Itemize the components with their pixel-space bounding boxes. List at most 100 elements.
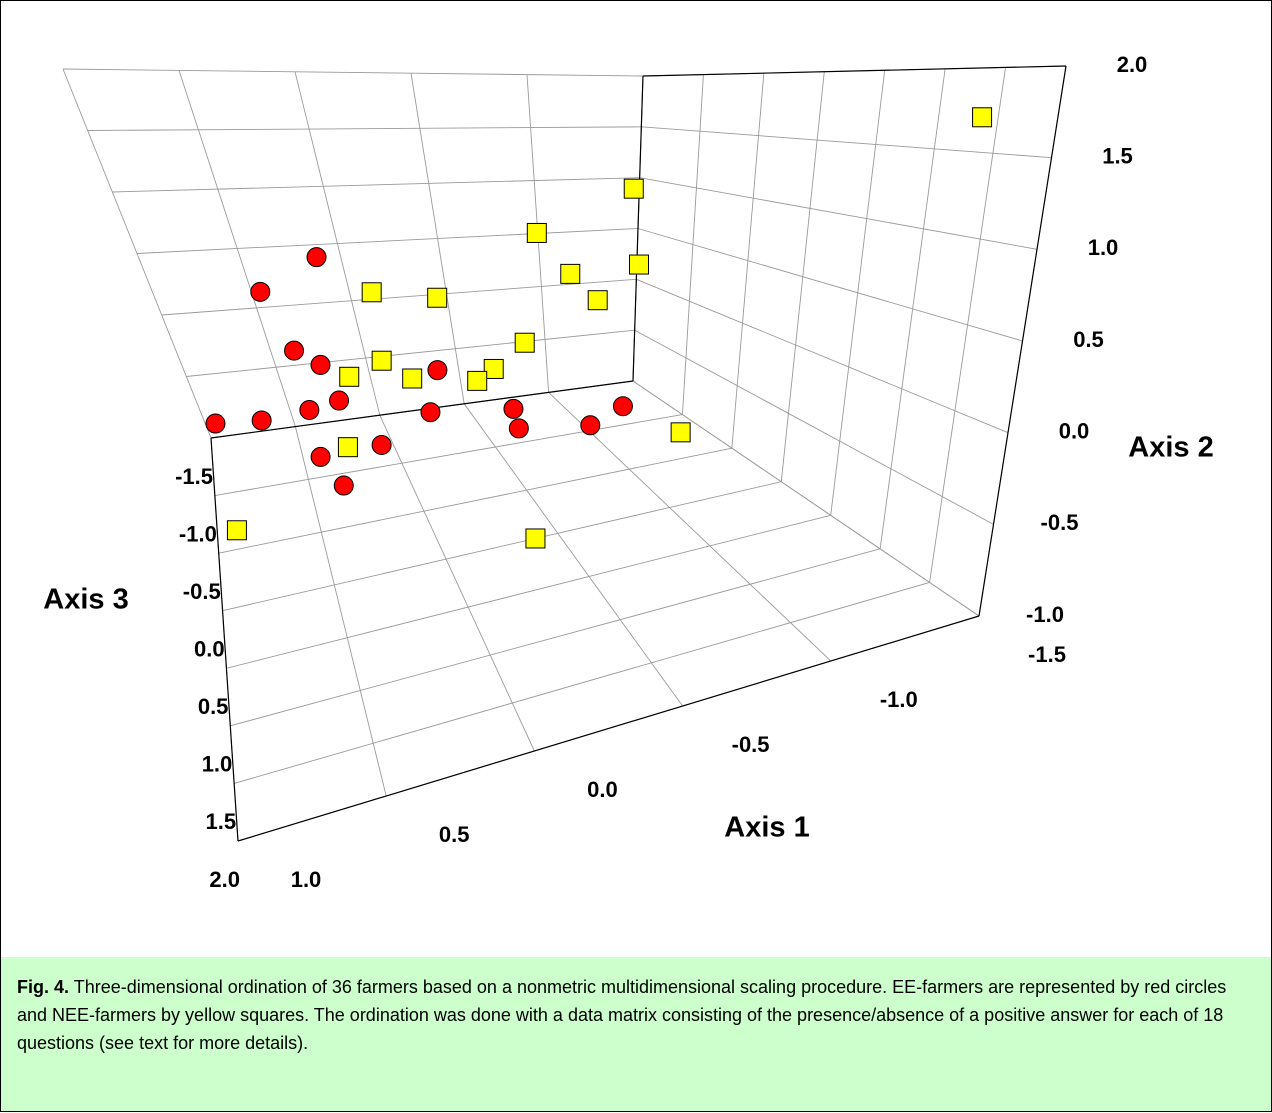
grid-line xyxy=(929,67,1007,583)
caption: Fig. 4. Three-dimensional ordination of … xyxy=(0,957,1272,1112)
labels: Axis 1 Axis 2 Axis 3 -1.5 -1.0 -0.5 0.0 0.5 1… xyxy=(43,52,1213,892)
point xyxy=(467,370,488,391)
point xyxy=(333,475,354,496)
grid-line xyxy=(637,228,1023,342)
grid-line xyxy=(136,228,639,254)
grid-line xyxy=(230,548,881,727)
point xyxy=(427,360,448,381)
frame-edge xyxy=(632,75,644,382)
point xyxy=(670,422,691,443)
frame-edge xyxy=(210,437,239,842)
grid-line xyxy=(780,71,825,482)
grid-line xyxy=(222,481,782,612)
point xyxy=(310,446,331,467)
point xyxy=(580,415,601,436)
grid-line xyxy=(634,329,994,525)
grid-line xyxy=(87,126,642,131)
y-axis-title: Axis 2 xyxy=(1128,432,1213,464)
point xyxy=(526,222,547,243)
x-tick-label: -1.0 xyxy=(880,687,918,712)
y-tick-label: 1.5 xyxy=(1102,143,1133,168)
point xyxy=(623,178,644,199)
grid-line xyxy=(731,73,765,449)
y-tick-label: 2.0 xyxy=(1117,52,1148,77)
grid-line xyxy=(226,514,831,669)
z-tick-label: 0.5 xyxy=(198,694,229,719)
z-tick-label: 1.5 xyxy=(206,809,237,834)
grid-line xyxy=(379,415,535,752)
point xyxy=(299,399,320,420)
point xyxy=(972,107,993,128)
frame-edge xyxy=(237,615,980,842)
z-axis-title: Axis 3 xyxy=(43,584,128,616)
grid-line xyxy=(294,426,387,797)
point xyxy=(361,282,382,303)
grid-line xyxy=(641,126,1052,159)
x-tick-label: 0.0 xyxy=(587,777,618,802)
point xyxy=(371,434,392,455)
chart-frame: Axis 1 Axis 2 Axis 3 -1.5 -1.0 -0.5 0.0 0.5 1… xyxy=(0,0,1272,958)
grid-line xyxy=(218,447,732,554)
z-tick-label: -0.5 xyxy=(183,579,221,604)
grid xyxy=(62,65,1067,842)
point xyxy=(284,340,305,361)
z-tick-label: 0.0 xyxy=(194,637,225,662)
point xyxy=(251,410,272,431)
grid-line xyxy=(62,68,644,77)
z-tick-label: 2.0 xyxy=(209,867,240,892)
z-tick-label: -1.5 xyxy=(175,464,213,489)
point xyxy=(514,332,535,353)
point xyxy=(587,290,608,311)
point xyxy=(205,413,226,434)
point xyxy=(427,287,448,308)
point xyxy=(525,528,546,549)
grid-line xyxy=(830,70,886,516)
point xyxy=(250,281,271,302)
point xyxy=(420,402,441,423)
z-tick-label: 1.0 xyxy=(202,752,233,777)
point xyxy=(402,368,423,389)
marks xyxy=(205,107,993,549)
point xyxy=(508,418,529,439)
grid-line xyxy=(234,581,930,784)
point xyxy=(329,390,350,411)
x-tick-label: 1.0 xyxy=(291,867,322,892)
x-tick-label: -1.5 xyxy=(1028,642,1066,667)
x-tick-label: 0.5 xyxy=(439,822,470,847)
grid-line xyxy=(632,380,980,617)
grid-line xyxy=(681,74,704,415)
y-tick-label: 1.0 xyxy=(1088,235,1119,260)
point xyxy=(337,437,358,458)
grid-line xyxy=(639,177,1038,250)
point xyxy=(628,254,649,275)
grid-line xyxy=(879,68,946,549)
caption-label: Fig. 4. xyxy=(17,977,70,997)
point xyxy=(612,396,633,417)
grid-line xyxy=(186,329,635,377)
grid-line xyxy=(161,278,637,316)
z-tick-label: -1.0 xyxy=(179,521,217,546)
frame xyxy=(210,65,1067,842)
point xyxy=(560,263,581,284)
point xyxy=(310,354,331,375)
point xyxy=(306,247,327,268)
y-tick-label: -1.0 xyxy=(1026,602,1064,627)
grid-line xyxy=(548,392,832,662)
caption-text: Three-dimensional ordination of 36 farme… xyxy=(17,977,1227,1053)
y-tick-label: 0.5 xyxy=(1073,327,1104,352)
x-axis-title: Axis 1 xyxy=(724,812,809,844)
y-tick-label: 0.0 xyxy=(1059,418,1090,443)
grid-line xyxy=(636,278,1009,434)
point xyxy=(371,350,392,371)
frame-edge xyxy=(642,65,1067,77)
grid-line xyxy=(214,414,683,497)
point xyxy=(503,398,524,419)
grid-line xyxy=(463,403,683,707)
y-tick-label: -0.5 xyxy=(1041,510,1079,535)
grid-line xyxy=(112,177,640,193)
frame-edge xyxy=(978,65,1067,617)
x-tick-label: -0.5 xyxy=(732,732,770,757)
point xyxy=(226,520,247,541)
point xyxy=(483,358,504,379)
point xyxy=(339,366,360,387)
